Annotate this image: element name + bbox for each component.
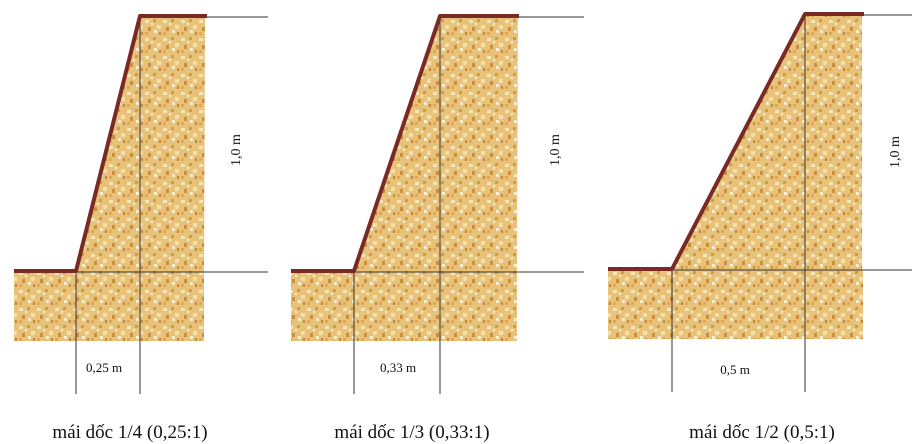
slope-diagram-1: 1,0 m 0,25 m mái dốc 1/4 (0,25:1) (14, 14, 268, 443)
slope-line-1 (14, 14, 207, 273)
base-soil-1 (14, 272, 204, 341)
offset-label-1: 0,25 m (86, 360, 122, 375)
base-soil-3 (608, 270, 863, 339)
embankment-soil-2 (354, 17, 518, 272)
caption-3: mái dốc 1/2 (0,5:1) (689, 422, 835, 443)
offset-label-2: 0,33 m (380, 360, 416, 375)
height-label-1: 1,0 m (229, 134, 244, 166)
embankment-soil-3 (672, 15, 862, 270)
slope-line-3 (608, 12, 864, 271)
base-soil-2 (291, 272, 517, 341)
height-label-2: 1,0 m (548, 134, 563, 166)
height-label-3: 1,0 m (888, 136, 903, 168)
caption-1: mái dốc 1/4 (0,25:1) (52, 422, 207, 443)
offset-label-3: 0,5 m (720, 362, 750, 377)
slope-diagram-3: 1,0 m 0,5 m mái dốc 1/2 (0,5:1) (608, 12, 912, 443)
slope-line-2 (291, 14, 519, 273)
slope-diagram-2: 1,0 m 0,33 m mái dốc 1/3 (0,33:1) (291, 14, 584, 443)
caption-2: mái dốc 1/3 (0,33:1) (334, 422, 489, 443)
